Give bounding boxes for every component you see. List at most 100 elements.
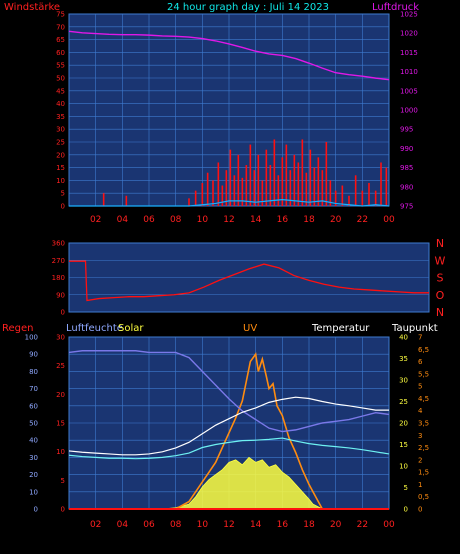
- direction-label: S: [437, 272, 444, 285]
- y-tick-label: 35: [399, 355, 408, 363]
- temperature-y-ticks: 0 5 10 15 20 25 30 35 40: [399, 334, 408, 514]
- uv-line: [69, 352, 389, 510]
- x-tick-label: 00: [383, 520, 395, 530]
- chart-title: 24 hour graph day : Juli 14 2023: [167, 2, 329, 13]
- y-tick-label: 40: [29, 437, 38, 445]
- y-tick-label: 10: [56, 448, 65, 456]
- y-tick-label: 0: [61, 203, 65, 211]
- y-tick-label: 55: [56, 62, 65, 70]
- solar-title: Solar: [118, 323, 144, 334]
- y-tick-label: 20: [29, 471, 38, 479]
- y-tick-label: 25: [56, 139, 65, 147]
- y-tick-label: 1005: [400, 87, 418, 95]
- y-tick-label: 10: [29, 488, 38, 496]
- direction-series: [69, 260, 429, 302]
- rain-y-ticks: 0 5 10 15 20 25 30: [56, 334, 65, 514]
- dewpoint-line: [68, 437, 390, 460]
- y-tick-label: 90: [56, 291, 65, 299]
- y-tick-label: 25: [56, 362, 65, 370]
- y-tick-label: 10: [399, 463, 408, 471]
- climate-x-ticks: 02 04 06 08 10 12 14 16 18 20 22 00: [90, 520, 395, 530]
- y-tick-label: 60: [56, 49, 65, 57]
- y-tick-label: 1025: [400, 11, 418, 19]
- x-tick-label: 04: [117, 215, 129, 225]
- wind-x-ticks: 02 04 06 08 10 12 14 16 18 20 22 00: [90, 215, 395, 225]
- x-tick-label: 10: [197, 215, 209, 225]
- humidity-line: [68, 350, 390, 433]
- y-tick-label: 15: [56, 164, 65, 172]
- y-tick-label: 50: [56, 75, 65, 83]
- y-tick-label: 0: [61, 506, 65, 514]
- temperature-axis-title: Temperatur: [311, 323, 370, 334]
- y-tick-label: 5,5: [418, 370, 429, 378]
- y-tick-label: 980: [400, 183, 413, 191]
- y-tick-label: 270: [52, 257, 65, 265]
- pressure-line: [68, 30, 390, 81]
- x-tick-label: 06: [143, 520, 155, 530]
- x-tick-label: 16: [277, 520, 289, 530]
- y-tick-label: 70: [56, 23, 65, 31]
- y-tick-label: 5: [61, 477, 65, 485]
- direction-label: W: [435, 254, 446, 267]
- x-tick-label: 02: [90, 520, 101, 530]
- dewpoint-y-ticks: 0 0,5 1 1,5 2 2,5 3 3,5 4 4,5 5 5,5 6 6,5 7: [418, 334, 429, 514]
- y-tick-label: 2,5: [418, 444, 429, 452]
- x-tick-label: 04: [117, 520, 129, 530]
- y-tick-label: 1020: [400, 30, 418, 38]
- x-tick-label: 00: [383, 215, 395, 225]
- x-tick-label: 22: [357, 215, 368, 225]
- y-tick-label: 360: [52, 240, 65, 248]
- y-tick-label: 1000: [400, 107, 418, 115]
- direction-label: N: [436, 237, 444, 250]
- wind-y-ticks: 0 5 10 15 20 25 30 35 40 45 50 55 60 65 70 75: [56, 11, 65, 211]
- y-tick-label: 4: [418, 407, 423, 415]
- y-tick-label: 20: [56, 151, 65, 159]
- y-tick-label: 0: [418, 506, 422, 514]
- y-tick-label: 995: [400, 126, 413, 134]
- y-tick-label: 5: [61, 190, 65, 198]
- y-tick-label: 100: [25, 334, 38, 342]
- solar-area: [69, 456, 389, 510]
- wind-grid: [69, 13, 390, 207]
- x-tick-label: 12: [223, 520, 234, 530]
- y-tick-label: 15: [56, 420, 65, 428]
- x-tick-label: 14: [250, 215, 262, 225]
- y-tick-label: 65: [56, 36, 65, 44]
- y-tick-label: 35: [56, 113, 65, 121]
- wind-axis-title: Windstärke: [4, 2, 60, 13]
- y-tick-label: 75: [56, 11, 65, 19]
- y-tick-label: 180: [52, 274, 65, 282]
- y-tick-label: 0,5: [418, 493, 429, 501]
- x-tick-label: 20: [330, 520, 342, 530]
- y-tick-label: 3: [418, 432, 422, 440]
- y-tick-label: 5: [418, 383, 422, 391]
- y-tick-label: 6,5: [418, 346, 429, 354]
- x-tick-label: 18: [303, 520, 315, 530]
- y-tick-label: 0: [34, 506, 38, 514]
- y-tick-label: 7: [418, 334, 422, 342]
- y-tick-label: 1,5: [418, 469, 429, 477]
- y-tick-label: 60: [29, 402, 38, 410]
- y-tick-label: 15: [399, 441, 408, 449]
- direction-grid: [69, 242, 429, 313]
- y-tick-label: 0: [404, 506, 408, 514]
- y-tick-label: 975: [400, 203, 413, 211]
- x-tick-label: 06: [143, 215, 155, 225]
- y-tick-label: 40: [399, 334, 408, 342]
- y-tick-label: 30: [56, 334, 65, 342]
- y-tick-label: 45: [56, 87, 65, 95]
- y-tick-label: 80: [29, 368, 38, 376]
- x-tick-label: 20: [330, 215, 342, 225]
- y-tick-label: 90: [29, 351, 38, 359]
- x-tick-label: 14: [250, 520, 262, 530]
- dewpoint-axis-title: Taupunkt: [391, 323, 438, 334]
- x-tick-label: 16: [277, 215, 289, 225]
- climate-series: [68, 350, 390, 510]
- uv-title: UV: [243, 323, 257, 334]
- y-tick-label: 30: [56, 126, 65, 134]
